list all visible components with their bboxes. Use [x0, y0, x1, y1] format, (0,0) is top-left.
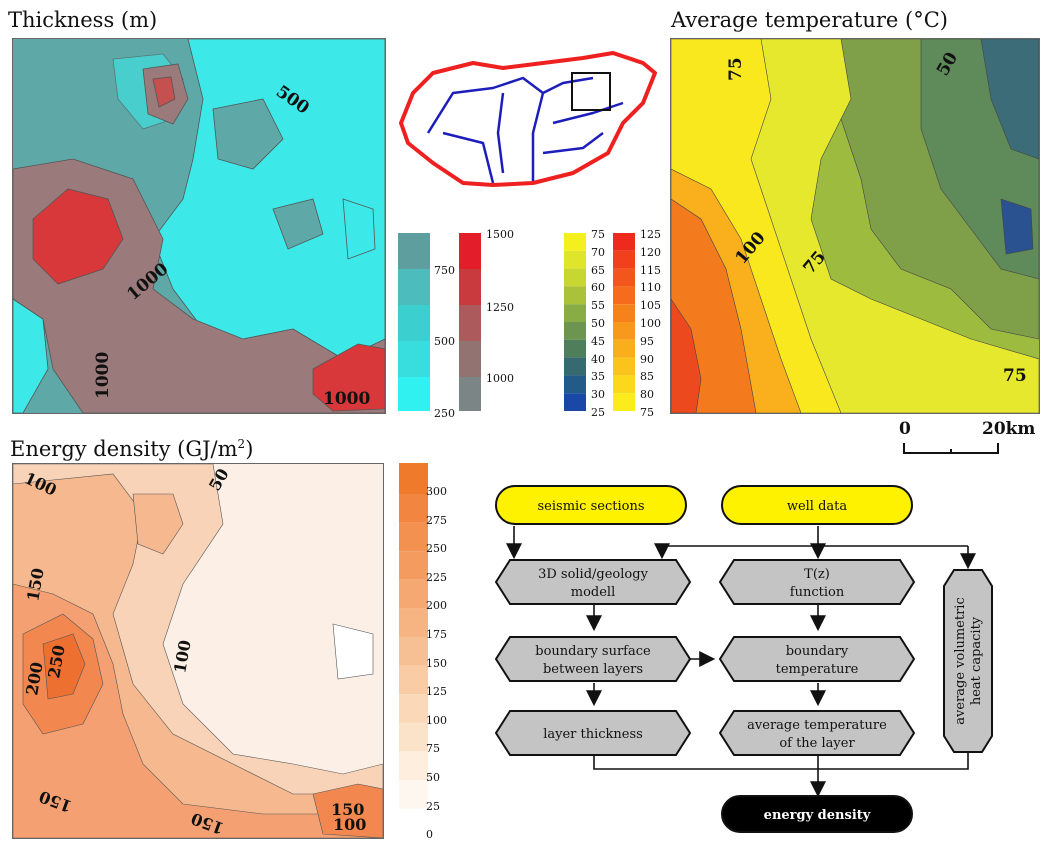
thickness-legend-label: 1500 — [486, 228, 514, 241]
well-data-label: well data — [787, 499, 848, 514]
thickness-contour-label: 1000 — [93, 352, 113, 399]
temp-legend-label: 80 — [640, 388, 654, 402]
thickness-legend-label: 1000 — [486, 372, 514, 385]
temperature-contour-label: 75 — [726, 57, 746, 81]
locator-frame — [571, 72, 611, 111]
temp-legend-label: 75 — [640, 406, 654, 419]
solid-model-label-2: modell — [571, 585, 615, 600]
layer-thickness-label: layer thickness — [543, 727, 643, 742]
boundary-surface-label-2: between layers — [543, 662, 643, 677]
boundary-temperature-label-1: boundary — [786, 644, 849, 659]
thickness-legend-cyan — [398, 233, 430, 411]
flowchart: seismic sections well data 3D solid/geol… — [480, 478, 1040, 836]
locator-map — [393, 33, 663, 203]
solid-model-label-1: 3D solid/geology — [538, 567, 648, 582]
temp-legend-label: 60 — [591, 281, 605, 295]
energy-title-end: ) — [245, 437, 254, 461]
scale-bar — [902, 440, 1002, 454]
temperature-legend-red — [613, 233, 635, 411]
temp-legend-label: 70 — [591, 245, 605, 259]
temp-legend-label: 35 — [591, 370, 605, 384]
heat-capacity-label-1: average volumetric — [953, 597, 968, 725]
thickness-title: Thickness (m) — [8, 8, 158, 32]
temp-legend-label: 50 — [591, 317, 605, 330]
energy-density-label: energy density — [764, 808, 871, 823]
tz-function-node — [718, 559, 916, 605]
energy-title: Energy density (GJ/m2) — [10, 437, 253, 461]
average-temperature-label-1: average temperature — [747, 718, 887, 733]
temp-legend-label: 85 — [640, 370, 654, 384]
scale-bar-left-label: 0 — [899, 419, 911, 439]
energy-title-main: Energy density (GJ/m — [10, 437, 238, 461]
energy-legend-label: 125 — [426, 685, 447, 699]
temp-legend-label: 65 — [591, 263, 605, 277]
temp-legend-label: 55 — [591, 299, 605, 313]
tz-function-label-1: T(z) — [804, 567, 830, 582]
energy-contour-label: 150 — [331, 800, 364, 819]
energy-legend-labels: 300 275 250 225 200 175 150 125 100 75 5… — [426, 485, 456, 841]
energy-legend-label: 200 — [426, 599, 447, 613]
energy-legend-label: 275 — [426, 513, 447, 527]
well-data-node — [721, 485, 913, 525]
heat-capacity-label-2: heat capacity — [969, 616, 984, 705]
energy-legend-label: 150 — [426, 656, 447, 670]
energy-legend — [399, 463, 428, 833]
energy-legend-label: 50 — [426, 771, 440, 784]
seismic-sections-label: seismic sections — [538, 499, 645, 514]
energy-legend-label: 300 — [426, 485, 447, 498]
temp-legend-label: 100 — [640, 317, 661, 330]
temp-legend-label: 95 — [640, 334, 654, 348]
thickness-map: 500 1000 1000 1000 — [12, 38, 386, 414]
temp-legend-label: 105 — [640, 299, 661, 313]
layer-thickness-node — [494, 710, 692, 756]
average-temperature-label-2: of the layer — [779, 736, 855, 751]
energy-legend-label: 75 — [426, 742, 440, 756]
scale-bar-right-label: 20km — [982, 419, 1036, 439]
temp-legend-label: 125 — [640, 228, 661, 241]
tz-function-label-2: function — [790, 585, 845, 600]
boundary-surface-label-1: boundary surface — [535, 644, 651, 659]
energy-legend-label: 225 — [426, 570, 447, 584]
temp-legend-label: 75 — [591, 228, 605, 241]
average-temperature-node — [718, 710, 916, 756]
temp-legend-label: 110 — [640, 281, 661, 295]
temperature-title: Average temperature (°C) — [671, 8, 948, 32]
temperature-contour-label: 75 — [1003, 366, 1027, 386]
temperature-legend-blue-labels: 75 70 65 60 55 50 45 40 35 30 25 — [591, 229, 611, 419]
boundary-temperature-label-2: temperature — [776, 662, 859, 677]
solid-model-node — [494, 559, 692, 605]
thickness-legend-label: 1250 — [486, 301, 514, 314]
thickness-legend-label: 500 — [434, 335, 455, 348]
boundary-temperature-node — [718, 636, 916, 682]
thickness-legend-label: 750 — [434, 264, 455, 277]
thickness-contour-label: 1000 — [323, 389, 370, 409]
energy-map: 100 50 150 100 250 200 150 150 150 100 — [12, 463, 384, 839]
temperature-legend-red-labels: 125 120 115 110 105 100 95 90 85 80 75 — [640, 229, 665, 419]
temp-legend-label: 45 — [591, 334, 605, 348]
energy-legend-label: 100 — [426, 713, 447, 727]
thickness-legend-red — [459, 233, 481, 411]
temp-legend-label: 30 — [591, 388, 605, 402]
energy-density-node — [721, 795, 913, 833]
temp-legend-label: 120 — [640, 245, 661, 259]
thickness-legend-label: 250 — [434, 407, 455, 420]
energy-legend-label: 175 — [426, 628, 447, 641]
boundary-surface-node — [494, 636, 692, 682]
temp-legend-label: 90 — [640, 352, 654, 366]
temp-legend-label: 25 — [591, 406, 605, 419]
temp-legend-label: 40 — [591, 352, 605, 366]
energy-title-sup: 2 — [237, 437, 246, 451]
heat-capacity-node — [943, 569, 993, 753]
seismic-sections-node — [495, 485, 687, 525]
energy-legend-label: 25 — [426, 799, 440, 813]
energy-legend-label: 0 — [426, 828, 433, 841]
energy-legend-label: 250 — [426, 542, 447, 556]
temperature-legend-blue — [564, 233, 586, 411]
temp-legend-label: 115 — [640, 263, 661, 277]
energy-contour-label: 100 — [333, 815, 366, 834]
temperature-map: 75 50 100 75 75 — [670, 38, 1040, 414]
